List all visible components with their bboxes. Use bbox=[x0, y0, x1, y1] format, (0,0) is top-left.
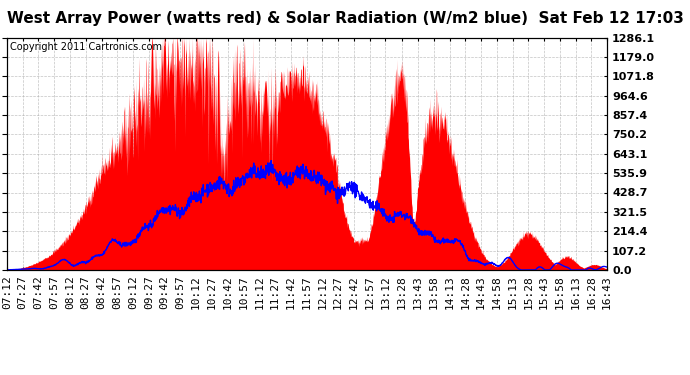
Text: West Array Power (watts red) & Solar Radiation (W/m2 blue)  Sat Feb 12 17:03: West Array Power (watts red) & Solar Rad… bbox=[7, 11, 683, 26]
Text: Copyright 2011 Cartronics.com: Copyright 2011 Cartronics.com bbox=[10, 42, 162, 52]
